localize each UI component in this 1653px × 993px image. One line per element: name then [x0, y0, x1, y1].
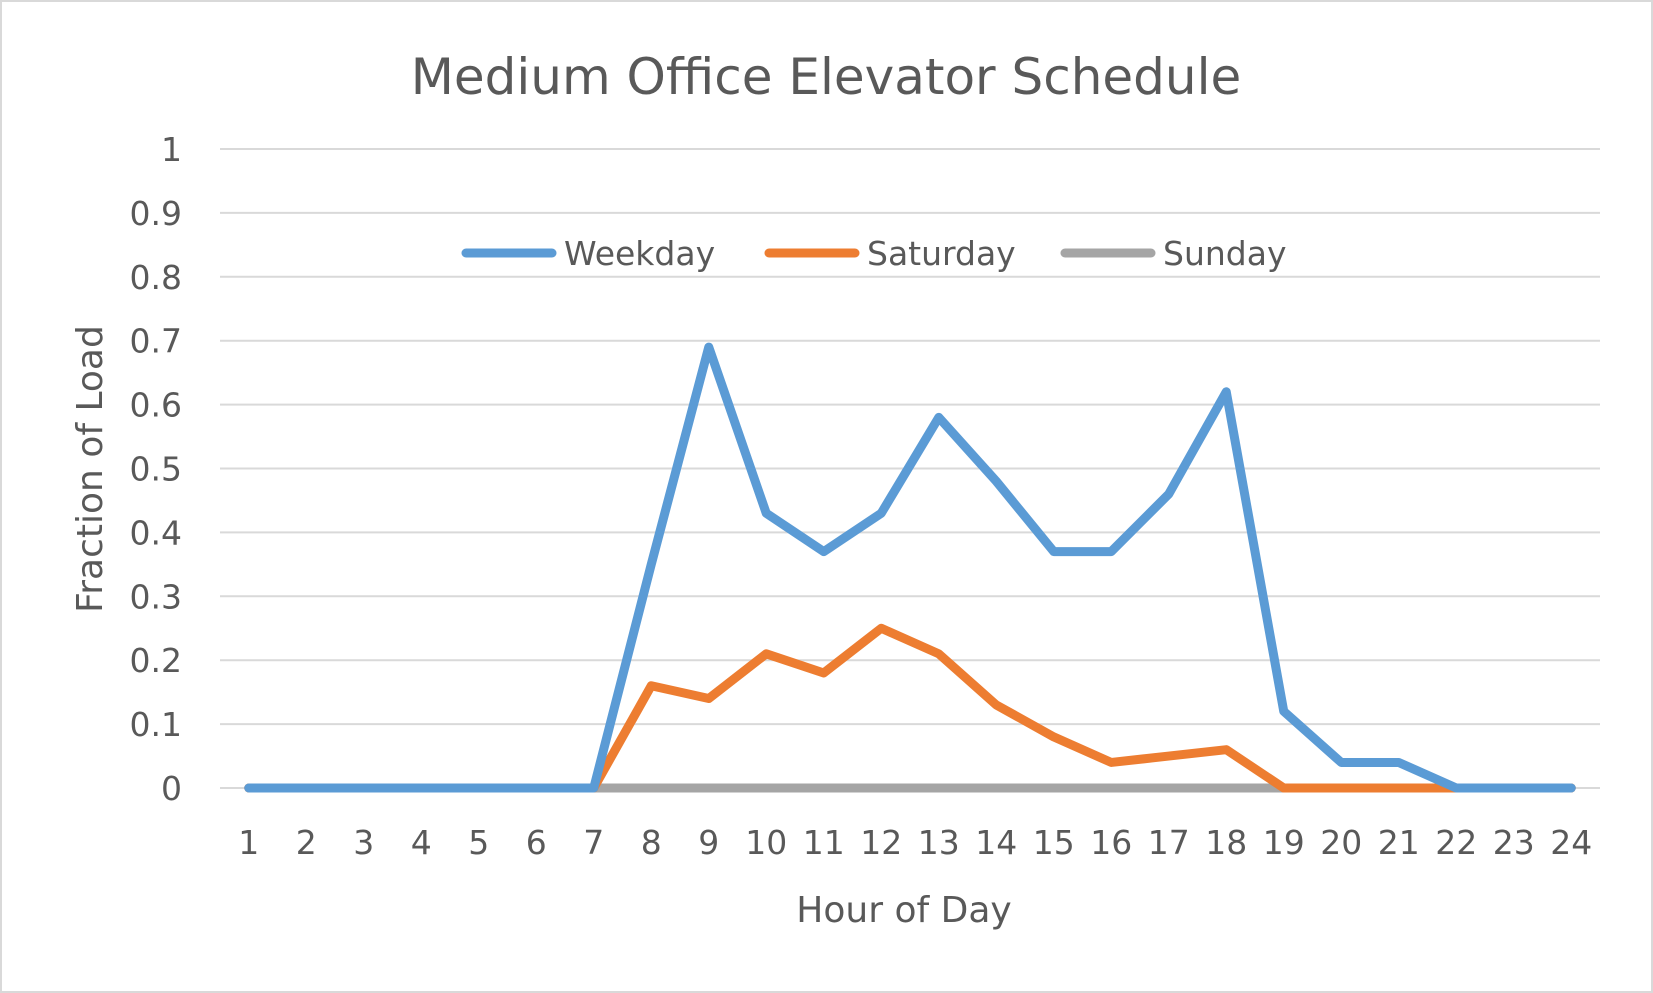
x-tick-label: 7 — [583, 823, 604, 862]
x-tick-label: 22 — [1435, 823, 1477, 862]
x-tick-label: 2 — [296, 823, 317, 862]
y-axis-title: Fraction of Load — [70, 325, 111, 613]
x-tick-label: 13 — [918, 823, 960, 862]
x-tick-label: 17 — [1148, 823, 1190, 862]
y-tick-label: 0.5 — [130, 450, 182, 489]
x-tick-label: 1 — [238, 823, 259, 862]
x-axis-ticks: 1 2 3 4 5 6 7 8 9 10 11 12 13 14 15 16 17 18 19 20 21 22 23 24 — [238, 823, 1592, 862]
series-line-weekday — [244, 342, 1576, 793]
x-tick-label: 19 — [1263, 823, 1305, 862]
chart-title: Medium Office Elevator Schedule — [411, 48, 1242, 106]
x-tick-label: 21 — [1378, 823, 1420, 862]
legend-label-weekday: Weekday — [564, 234, 715, 273]
x-tick-label: 11 — [803, 823, 845, 862]
x-tick-label: 14 — [975, 823, 1017, 862]
legend-label-saturday: Saturday — [867, 234, 1016, 273]
x-tick-label: 6 — [526, 823, 547, 862]
x-tick-label: 20 — [1320, 823, 1362, 862]
x-tick-label: 9 — [698, 823, 719, 862]
x-tick-label: 18 — [1205, 823, 1247, 862]
x-tick-label: 5 — [468, 823, 489, 862]
x-tick-label: 3 — [353, 823, 374, 862]
y-tick-label: 0 — [161, 769, 182, 808]
x-tick-label: 24 — [1550, 823, 1592, 862]
y-tick-label: 1 — [161, 130, 182, 169]
legend: Weekday Saturday Sunday — [461, 234, 1286, 273]
x-tick-label: 12 — [860, 823, 902, 862]
y-axis-ticks: 0 0.1 0.2 0.3 0.4 0.5 0.6 0.7 0.8 0.9 1 — [130, 130, 182, 808]
x-tick-label: 23 — [1493, 823, 1535, 862]
x-tick-label: 10 — [745, 823, 787, 862]
y-tick-label: 0.2 — [130, 641, 182, 680]
series-lines — [244, 342, 1576, 793]
y-tick-label: 0.8 — [130, 258, 182, 297]
x-tick-label: 16 — [1090, 823, 1132, 862]
y-tick-label: 0.1 — [130, 705, 182, 744]
y-tick-label: 0.3 — [130, 577, 182, 616]
x-tick-label: 8 — [641, 823, 662, 862]
x-axis-title: Hour of Day — [796, 890, 1011, 931]
x-tick-label: 4 — [411, 823, 432, 862]
y-tick-label: 0.4 — [130, 513, 182, 552]
y-tick-label: 0.6 — [130, 386, 182, 425]
y-tick-label: 0.9 — [130, 194, 182, 233]
x-tick-label: 15 — [1033, 823, 1075, 862]
y-tick-label: 0.7 — [130, 322, 182, 361]
legend-label-sunday: Sunday — [1163, 234, 1286, 273]
